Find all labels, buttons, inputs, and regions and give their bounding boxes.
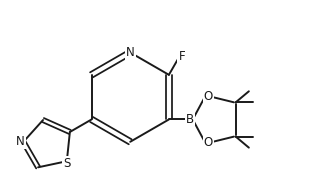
- Text: F: F: [178, 50, 185, 63]
- Text: S: S: [63, 157, 71, 170]
- Text: N: N: [126, 46, 135, 59]
- Text: O: O: [204, 136, 213, 149]
- Text: O: O: [204, 90, 213, 103]
- Text: B: B: [186, 113, 194, 126]
- Text: N: N: [16, 135, 25, 148]
